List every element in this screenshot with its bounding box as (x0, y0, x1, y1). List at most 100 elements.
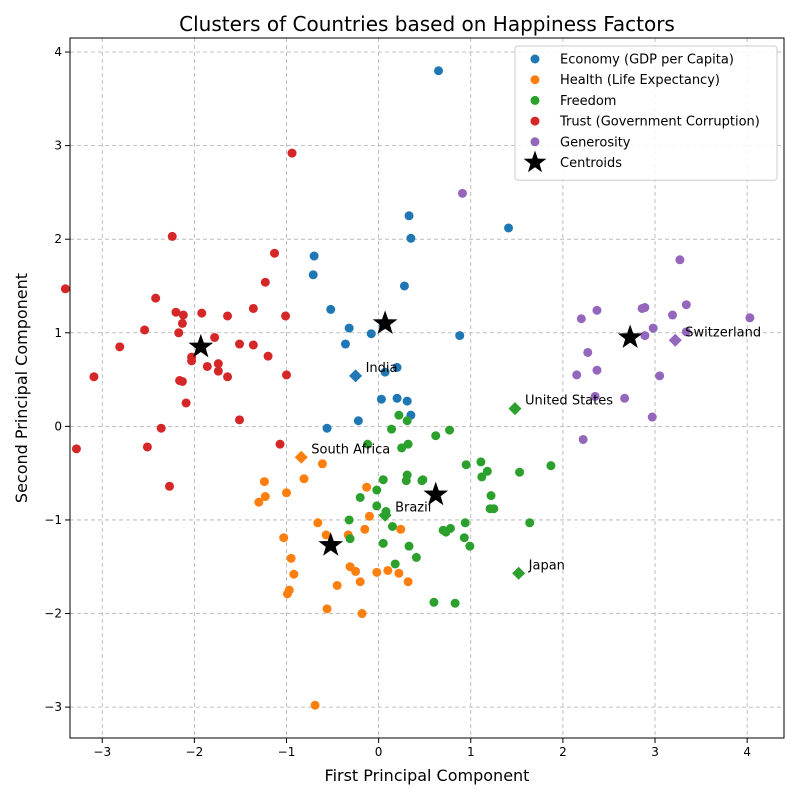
grid-lines (70, 38, 784, 738)
data-point (364, 511, 374, 521)
data-point (404, 211, 414, 221)
data-point (287, 148, 297, 158)
data-point (210, 332, 220, 342)
data-point (351, 566, 361, 576)
data-point (376, 394, 386, 404)
data-point (282, 370, 291, 380)
data-point (322, 423, 332, 433)
data-point (177, 376, 187, 386)
highlight-diamond (294, 450, 308, 464)
plot-frame (69, 37, 785, 739)
data-point (171, 307, 181, 317)
data-point (592, 365, 602, 375)
data-point (355, 577, 365, 587)
data-point (397, 443, 407, 453)
legend-marker (530, 54, 540, 64)
data-point (372, 485, 382, 495)
data-point (366, 329, 376, 339)
x-tick-label: 2 (559, 745, 567, 759)
data-point (399, 281, 409, 291)
x-tick-label: −3 (93, 745, 111, 759)
data-point (387, 424, 397, 434)
data-point (308, 270, 318, 280)
data-point (353, 416, 363, 426)
data-point (380, 367, 390, 377)
highlight-diamond (668, 333, 682, 347)
data-point (459, 533, 469, 543)
data-point (165, 481, 174, 491)
data-point (578, 434, 588, 444)
y-axis-label: Second Principal Component (12, 273, 31, 503)
country-label: South Africa (311, 442, 390, 457)
data-point (260, 277, 270, 287)
data-point (486, 491, 496, 501)
data-point (387, 522, 397, 531)
data-point (326, 304, 336, 314)
x-tick-label: 3 (651, 745, 659, 759)
country-label: Switzerland (685, 325, 761, 340)
country-label: United States (525, 394, 613, 409)
data-point (275, 439, 285, 449)
data-point (213, 366, 223, 376)
country-labels: India South Africa Brazil United States Japa… (311, 325, 761, 573)
data-point (167, 231, 177, 241)
data-point (281, 311, 291, 321)
data-point (60, 284, 70, 294)
data-point (187, 356, 197, 366)
data-point (235, 339, 245, 349)
data-point (489, 504, 499, 514)
y-tick-label: 3 (54, 139, 62, 153)
data-point (142, 442, 152, 452)
data-point (363, 439, 373, 449)
data-point (259, 477, 269, 487)
data-point (403, 577, 413, 587)
data-point (402, 396, 412, 406)
data-point (647, 412, 657, 422)
x-tick-label: −2 (186, 745, 204, 759)
data-point (151, 293, 161, 303)
data-point (309, 251, 319, 261)
legend-label: Economy (GDP per Capita) (560, 53, 734, 68)
highlight-diamond (349, 369, 363, 383)
data-point (279, 533, 289, 543)
y-tick-label: −1 (44, 513, 62, 527)
legend-box (514, 45, 778, 181)
x-tick-label: 1 (467, 745, 475, 759)
data-point (465, 541, 475, 551)
data-point (345, 534, 355, 544)
data-point (372, 567, 382, 577)
data-point (441, 527, 451, 537)
legend-marker (530, 116, 540, 126)
highlight-diamond (378, 508, 392, 522)
x-axis-label: First Principal Component (325, 766, 530, 785)
data-point (340, 339, 350, 349)
data-point (344, 323, 354, 333)
data-point (461, 460, 471, 470)
data-point (576, 314, 586, 324)
x-tick-label: 0 (375, 745, 383, 759)
data-point (254, 497, 264, 507)
data-point (197, 308, 207, 318)
legend-label: Freedom (560, 94, 616, 109)
data-point (457, 188, 467, 198)
data-point (313, 518, 323, 528)
axis-ticks: −3 −2 −1 0 1 2 3 4 −3 −2 −1 0 1 2 3 4 (44, 45, 751, 759)
data-point (362, 482, 372, 492)
data-point (390, 559, 400, 569)
data-point (401, 476, 411, 486)
y-tick-label: 1 (54, 326, 62, 340)
data-point (681, 327, 691, 337)
data-point (455, 331, 465, 341)
data-point (322, 604, 332, 614)
data-point (383, 565, 393, 575)
data-point (89, 372, 99, 382)
data-point (321, 530, 331, 540)
data-point (681, 300, 691, 310)
data-point (270, 248, 280, 258)
data-point (286, 553, 296, 563)
data-point (282, 488, 291, 498)
country-label: Brazil (395, 500, 431, 515)
data-point (202, 361, 212, 371)
centroid-star (372, 310, 398, 334)
